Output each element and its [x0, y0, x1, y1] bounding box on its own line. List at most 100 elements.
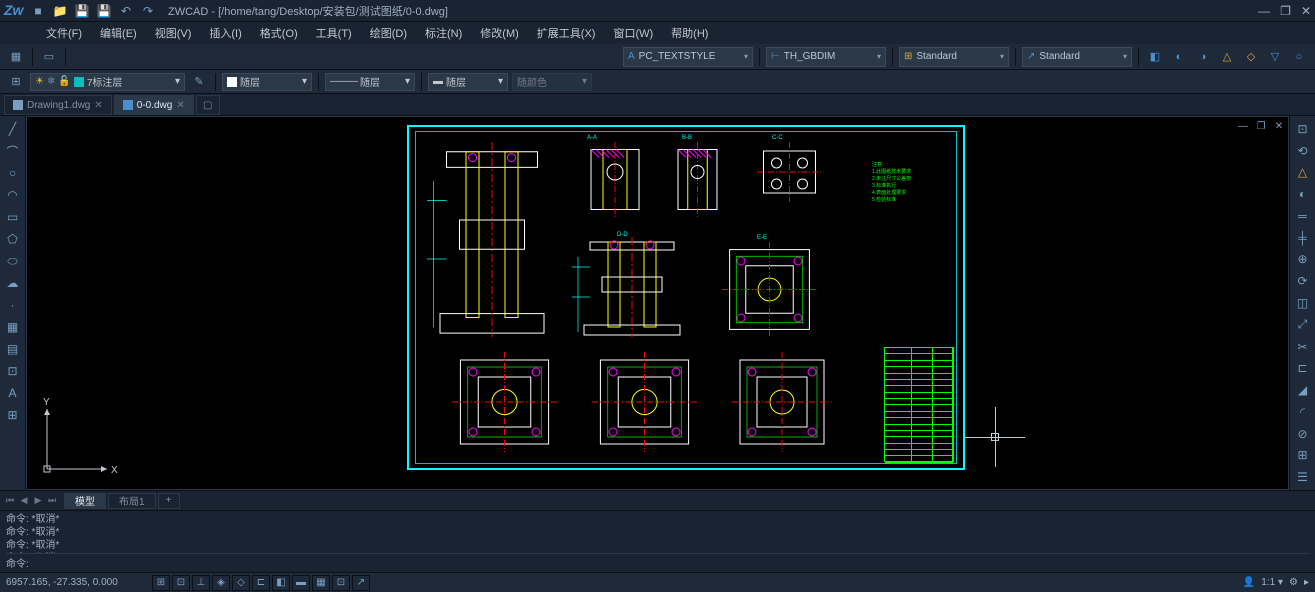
viewport-minimize-icon[interactable]: —	[1236, 119, 1250, 133]
qat-saveas-icon[interactable]: 💾	[96, 3, 112, 19]
menu-item-1[interactable]: 编辑(E)	[92, 23, 145, 43]
sb-polar-icon[interactable]: ◈	[212, 575, 230, 591]
rtool-fillet-icon[interactable]: ◜	[1294, 403, 1312, 421]
sb-snap-icon[interactable]: ⊡	[172, 575, 190, 591]
plotstyle-dropdown[interactable]: 随颜色▾	[512, 73, 592, 91]
qat-app-icon[interactable]: ■	[30, 3, 46, 19]
qat-undo-icon[interactable]: ↶	[118, 3, 134, 19]
layer-match-icon[interactable]: ✎	[189, 72, 209, 92]
rtool-erase-icon[interactable]: ⊘	[1294, 425, 1312, 443]
style-tool-6-icon[interactable]: ○	[1289, 47, 1309, 67]
layout-next-icon[interactable]: ▶	[32, 494, 44, 508]
rtool-chamfer-icon[interactable]: ◢	[1294, 381, 1312, 399]
rtool-orbit-icon[interactable]: ⟲	[1294, 142, 1312, 160]
doc-tab-0[interactable]: Drawing1.dwg✕	[4, 95, 112, 115]
tool-cloud-icon[interactable]: ☁	[4, 274, 22, 292]
tool-ellipse-icon[interactable]: ⬭	[4, 252, 22, 270]
layer-dropdown[interactable]: ☀❄🔓 7标注层 ▾	[30, 73, 185, 91]
tool-block-icon[interactable]: ▤	[4, 340, 22, 358]
sb-model-icon[interactable]: ▦	[312, 575, 330, 591]
sb-ortho-icon[interactable]: ⊥	[192, 575, 210, 591]
sb-osnap-icon[interactable]: ◇	[232, 575, 250, 591]
rtool-pan-icon[interactable]: ⊡	[1294, 120, 1312, 138]
tool-rect-icon[interactable]: ▭	[4, 208, 22, 226]
doc-tab-new[interactable]: ▢	[196, 95, 220, 115]
qat-save-icon[interactable]: 💾	[74, 3, 90, 19]
qat-open-icon[interactable]: 📁	[52, 3, 68, 19]
style-tool-5-icon[interactable]: ▽	[1265, 47, 1285, 67]
new-file-icon[interactable]: ▦	[6, 47, 26, 67]
viewport-maximize-icon[interactable]: ❐	[1254, 119, 1268, 133]
rtool-offset-icon[interactable]: ☰	[1294, 468, 1312, 486]
style-tool-0-icon[interactable]: ◧	[1145, 47, 1165, 67]
close-button[interactable]: ✕	[1301, 4, 1311, 18]
color-dropdown[interactable]: 随层▾	[222, 73, 312, 91]
tablestyle-dropdown[interactable]: ⊞ Standard▾	[899, 47, 1009, 67]
sb-expand-icon[interactable]: ▸	[1304, 577, 1309, 588]
layout-last-icon[interactable]: ⏭	[46, 494, 58, 508]
lineweight-dropdown[interactable]: ▬ 随层▾	[428, 73, 508, 91]
doc-tab-1[interactable]: 0-0.dwg✕	[114, 95, 194, 115]
menu-item-4[interactable]: 格式(O)	[252, 23, 306, 43]
sb-config-icon[interactable]: ⚙	[1289, 577, 1298, 588]
rtool-3d-icon[interactable]: △	[1294, 164, 1312, 182]
layout-first-icon[interactable]: ⏮	[4, 494, 16, 508]
sb-ann-icon[interactable]: ↗	[352, 575, 370, 591]
menu-item-11[interactable]: 帮助(H)	[663, 23, 716, 43]
menu-item-6[interactable]: 绘图(D)	[362, 23, 415, 43]
open-file-icon[interactable]: ▭	[39, 47, 59, 67]
layout-tab-add[interactable]: +	[158, 493, 180, 509]
tool-text-icon[interactable]: A	[4, 384, 22, 402]
linetype-dropdown[interactable]: ——— 随层▾	[325, 73, 415, 91]
sb-scale[interactable]: 1:1 ▾	[1261, 577, 1283, 588]
tool-region-icon[interactable]: ⊡	[4, 362, 22, 380]
menu-item-10[interactable]: 窗口(W)	[605, 23, 661, 43]
rtool-vis-icon[interactable]: ◐	[1294, 185, 1312, 203]
rtool-extend-icon[interactable]: ⊏	[1294, 359, 1312, 377]
tool-hatch-icon[interactable]: ▦	[4, 318, 22, 336]
command-input[interactable]	[32, 557, 1309, 568]
menu-item-0[interactable]: 文件(F)	[38, 23, 90, 43]
tool-point-icon[interactable]: ·	[4, 296, 22, 314]
dimstyle-dropdown[interactable]: ⊢ TH_GBDIM▾	[766, 47, 886, 67]
doc-tab-close-icon[interactable]: ✕	[176, 100, 184, 111]
rtool-trim-icon[interactable]: ✂	[1294, 338, 1312, 356]
layout-prev-icon[interactable]: ◀	[18, 494, 30, 508]
style-tool-1-icon[interactable]: ◐	[1169, 47, 1189, 67]
tool-polygon-icon[interactable]: ⬠	[4, 230, 22, 248]
rtool-scale-icon[interactable]: ⤢	[1294, 316, 1312, 334]
minimize-button[interactable]: —	[1258, 4, 1270, 18]
menu-item-2[interactable]: 视图(V)	[147, 23, 200, 43]
menu-item-5[interactable]: 工具(T)	[308, 23, 360, 43]
layout-tab-model[interactable]: 模型	[64, 493, 106, 509]
sb-grid-icon[interactable]: ⊞	[152, 575, 170, 591]
doc-tab-close-icon[interactable]: ✕	[94, 100, 102, 111]
style-tool-3-icon[interactable]: △	[1217, 47, 1237, 67]
tool-arc-icon[interactable]: ⌒	[4, 142, 22, 160]
menu-item-3[interactable]: 插入(I)	[201, 23, 249, 43]
rtool-move-icon[interactable]: ╪	[1294, 229, 1312, 247]
rtool-rotate-icon[interactable]: ⟳	[1294, 272, 1312, 290]
menu-item-9[interactable]: 扩展工具(X)	[529, 23, 604, 43]
sb-user-icon[interactable]: 👤	[1243, 577, 1255, 588]
qat-redo-icon[interactable]: ↷	[140, 3, 156, 19]
textstyle-dropdown[interactable]: A PC_TEXTSTYLE▾	[623, 47, 753, 67]
drawing-canvas[interactable]: A-AB-BC-CD-DE-E注意1.此图纸技术要求2.未注尺寸公差按3.标准执…	[26, 116, 1289, 490]
viewport-close-icon[interactable]: ✕	[1272, 119, 1286, 133]
sb-otrack-icon[interactable]: ⊏	[252, 575, 270, 591]
layout-tab-layout1[interactable]: 布局1	[108, 493, 156, 509]
sb-lwt-icon[interactable]: ▬	[292, 575, 310, 591]
rtool-array-icon[interactable]: ⊞	[1294, 446, 1312, 464]
rtool-sep1-icon[interactable]: ═	[1294, 207, 1312, 225]
tool-table-icon[interactable]: ⊞	[4, 406, 22, 424]
sb-dyn-icon[interactable]: ◧	[272, 575, 290, 591]
menu-item-8[interactable]: 修改(M)	[472, 23, 527, 43]
sb-qp-icon[interactable]: ⊡	[332, 575, 350, 591]
maximize-button[interactable]: ❐	[1280, 4, 1291, 18]
style-tool-2-icon[interactable]: ◑	[1193, 47, 1213, 67]
tool-spline-icon[interactable]: ◠	[4, 186, 22, 204]
mleaderstyle-dropdown[interactable]: ↗ Standard▾	[1022, 47, 1132, 67]
tool-line-icon[interactable]: ╱	[4, 120, 22, 138]
tool-circle-icon[interactable]: ○	[4, 164, 22, 182]
style-tool-4-icon[interactable]: ◇	[1241, 47, 1261, 67]
